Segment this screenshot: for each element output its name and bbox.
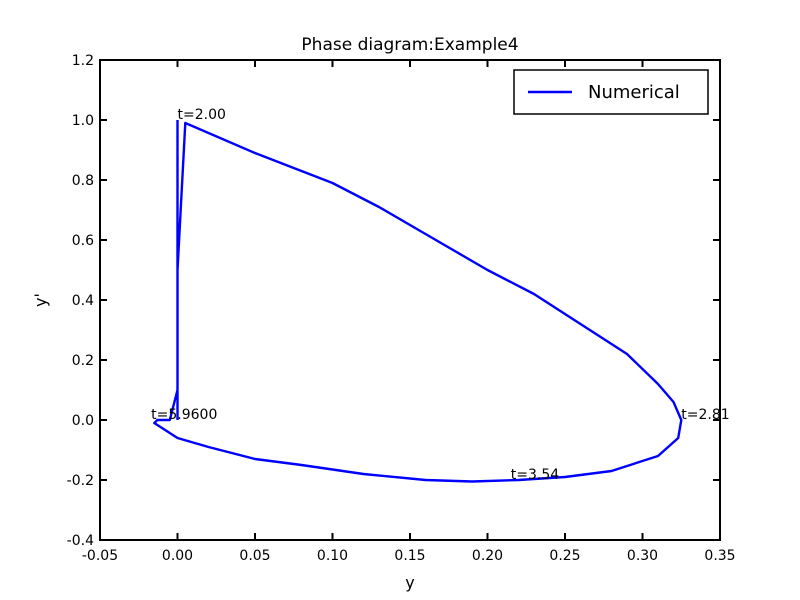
y-tick-labels: -0.4 -0.2 0.0 0.2 0.4 0.6 0.8 1.0 1.2 [67, 53, 94, 549]
y-tick-label: 0.6 [72, 233, 94, 249]
point-annotation: t=2.81 [681, 407, 729, 423]
x-tick-label: 0.30 [627, 548, 658, 564]
numerical-series-line [153, 120, 683, 483]
y-tick-label: 0.2 [72, 353, 94, 369]
point-annotation: t=2.00 [178, 107, 226, 123]
x-tick-labels: -0.05 0.00 0.05 0.10 0.15 0.20 0.25 0.30 0.35 [82, 548, 736, 564]
x-tick-label: 0.20 [472, 548, 503, 564]
y-tick-label: 1.0 [72, 113, 94, 129]
x-tick-label: 0.00 [162, 548, 193, 564]
legend: Numerical [513, 69, 709, 115]
annotations: t=2.00 t=2.81 t=3.54 t=5.9600 [151, 107, 730, 483]
x-tick-label: 0.10 [317, 548, 348, 564]
x-tick-label: 0.35 [704, 548, 735, 564]
legend-entry-numerical: Numerical [588, 82, 680, 103]
tick-marks [99, 59, 721, 541]
point-annotation: t=5.9600 [151, 407, 217, 423]
x-tick-label: -0.05 [82, 548, 118, 564]
x-tick-label: 0.25 [549, 548, 580, 564]
y-tick-label: 0.4 [72, 293, 94, 309]
plot-frame [99, 59, 721, 541]
y-tick-label: -0.4 [67, 533, 94, 549]
y-tick-label: 0.0 [72, 413, 94, 429]
chart-title: Phase diagram:Example4 [301, 35, 518, 55]
y-axis-label: y' [31, 293, 50, 307]
y-tick-label: -0.2 [67, 473, 94, 489]
x-tick-label: 0.05 [239, 548, 270, 564]
x-axis-label: y [405, 573, 414, 592]
y-tick-label: 0.8 [72, 173, 94, 189]
x-tick-label: 0.15 [394, 548, 425, 564]
point-annotation: t=3.54 [511, 467, 559, 483]
y-tick-label: 1.2 [72, 53, 94, 69]
